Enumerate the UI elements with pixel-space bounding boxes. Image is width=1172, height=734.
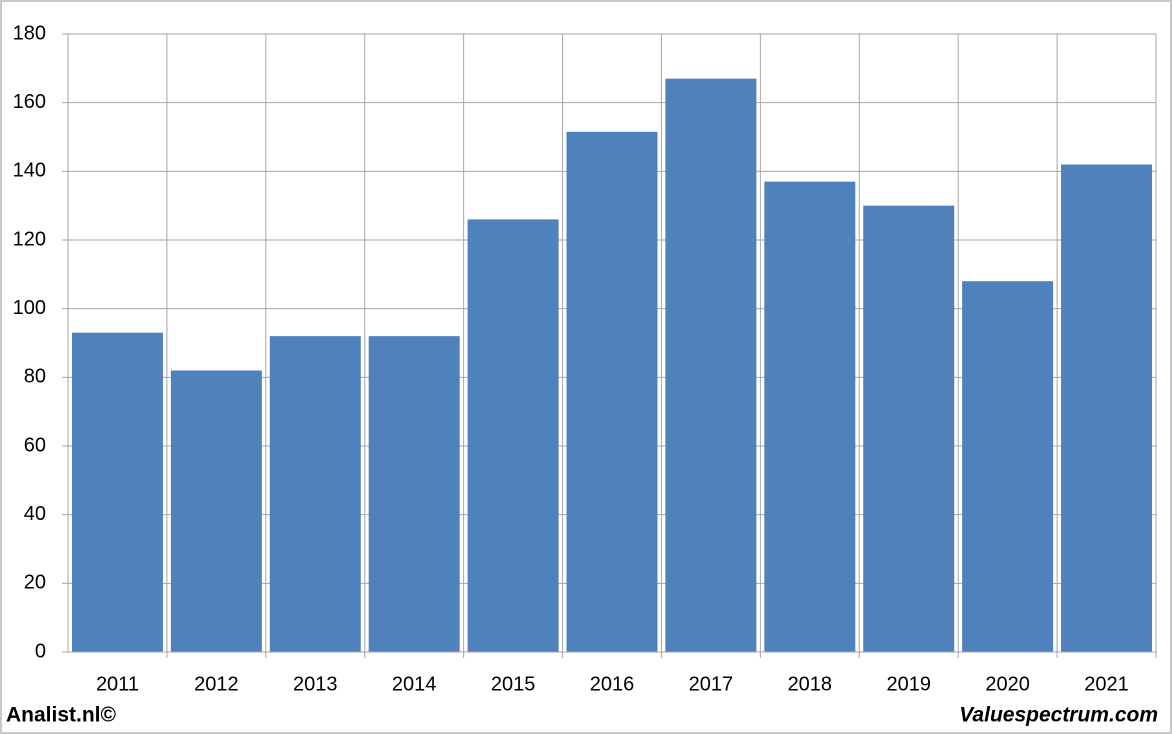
x-tick-label: 2015: [491, 673, 536, 695]
y-tick-label: 140: [13, 160, 46, 182]
y-tick-label: 20: [24, 572, 46, 594]
bar: [1061, 164, 1153, 652]
bar: [467, 219, 559, 652]
x-tick-label: 2020: [985, 673, 1030, 695]
y-tick-label: 0: [35, 640, 46, 662]
bar: [566, 131, 658, 653]
x-tick-label: 2018: [788, 673, 833, 695]
y-tick-label: 180: [13, 22, 46, 44]
x-tick-label: 2021: [1084, 673, 1129, 695]
bar: [368, 336, 460, 652]
bar: [764, 181, 856, 652]
bar: [71, 332, 163, 652]
bar: [269, 336, 361, 652]
x-tick-label: 2014: [392, 673, 437, 695]
y-tick-label: 60: [24, 434, 46, 456]
x-tick-label: 2019: [886, 673, 931, 695]
y-tick-label: 80: [24, 366, 46, 388]
bar: [170, 370, 262, 652]
footer-left: Analist.nl©: [6, 704, 117, 727]
bar: [863, 205, 955, 652]
x-tick-label: 2016: [590, 673, 635, 695]
footer-right: Valuespectrum.com: [959, 704, 1158, 727]
y-tick-label: 160: [13, 91, 46, 113]
x-tick-label: 2011: [96, 673, 139, 695]
bar: [665, 78, 757, 653]
y-tick-label: 40: [24, 503, 46, 525]
x-tick-label: 2017: [689, 673, 734, 695]
x-tick-label: 2012: [194, 673, 239, 695]
y-tick-label: 120: [13, 228, 46, 250]
bar: [962, 281, 1054, 652]
x-tick-label: 2013: [293, 673, 338, 695]
y-tick-label: 100: [13, 297, 46, 319]
